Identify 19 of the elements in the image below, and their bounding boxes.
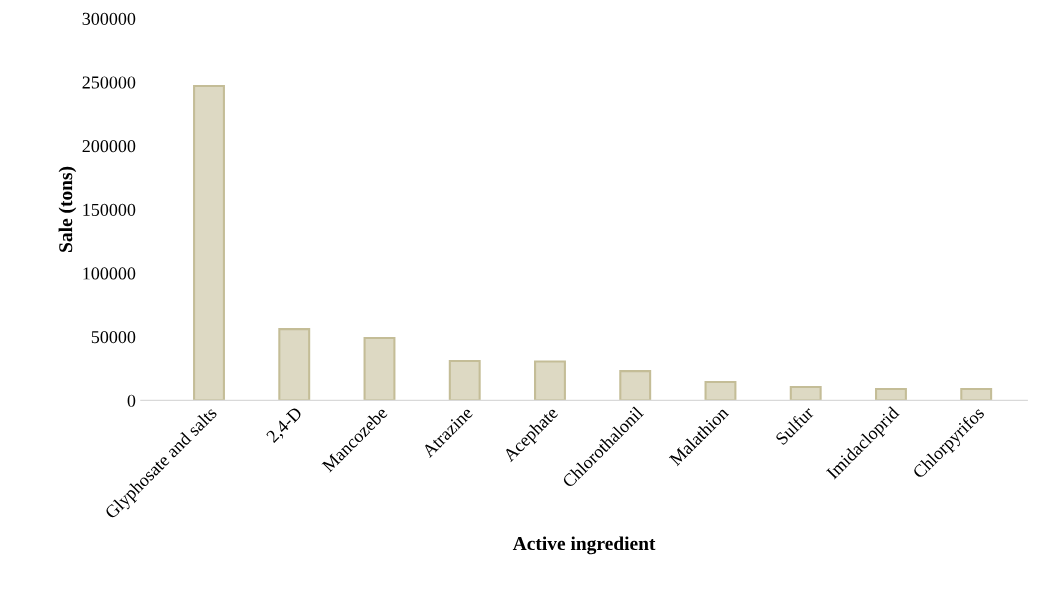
y-tick-label: 200000 [82, 140, 136, 153]
bar [704, 381, 737, 401]
y-tick-label: 250000 [82, 76, 136, 89]
bar [619, 370, 652, 401]
bar [448, 359, 481, 401]
y-tick-label: 0 [127, 394, 136, 407]
bar [534, 360, 566, 401]
bar [875, 388, 907, 401]
x-axis-title: Active ingredient [512, 536, 656, 555]
bar [363, 336, 396, 401]
y-axis-title: Sale (tons) [58, 166, 77, 252]
bar [278, 328, 311, 401]
y-tick-label: 50000 [91, 331, 136, 344]
y-tick-label: 150000 [83, 203, 136, 216]
bar [960, 388, 993, 401]
y-tick-label: 300000 [82, 12, 136, 25]
bar [193, 84, 225, 401]
y-tick-label: 100000 [83, 267, 136, 280]
bar [789, 385, 822, 401]
